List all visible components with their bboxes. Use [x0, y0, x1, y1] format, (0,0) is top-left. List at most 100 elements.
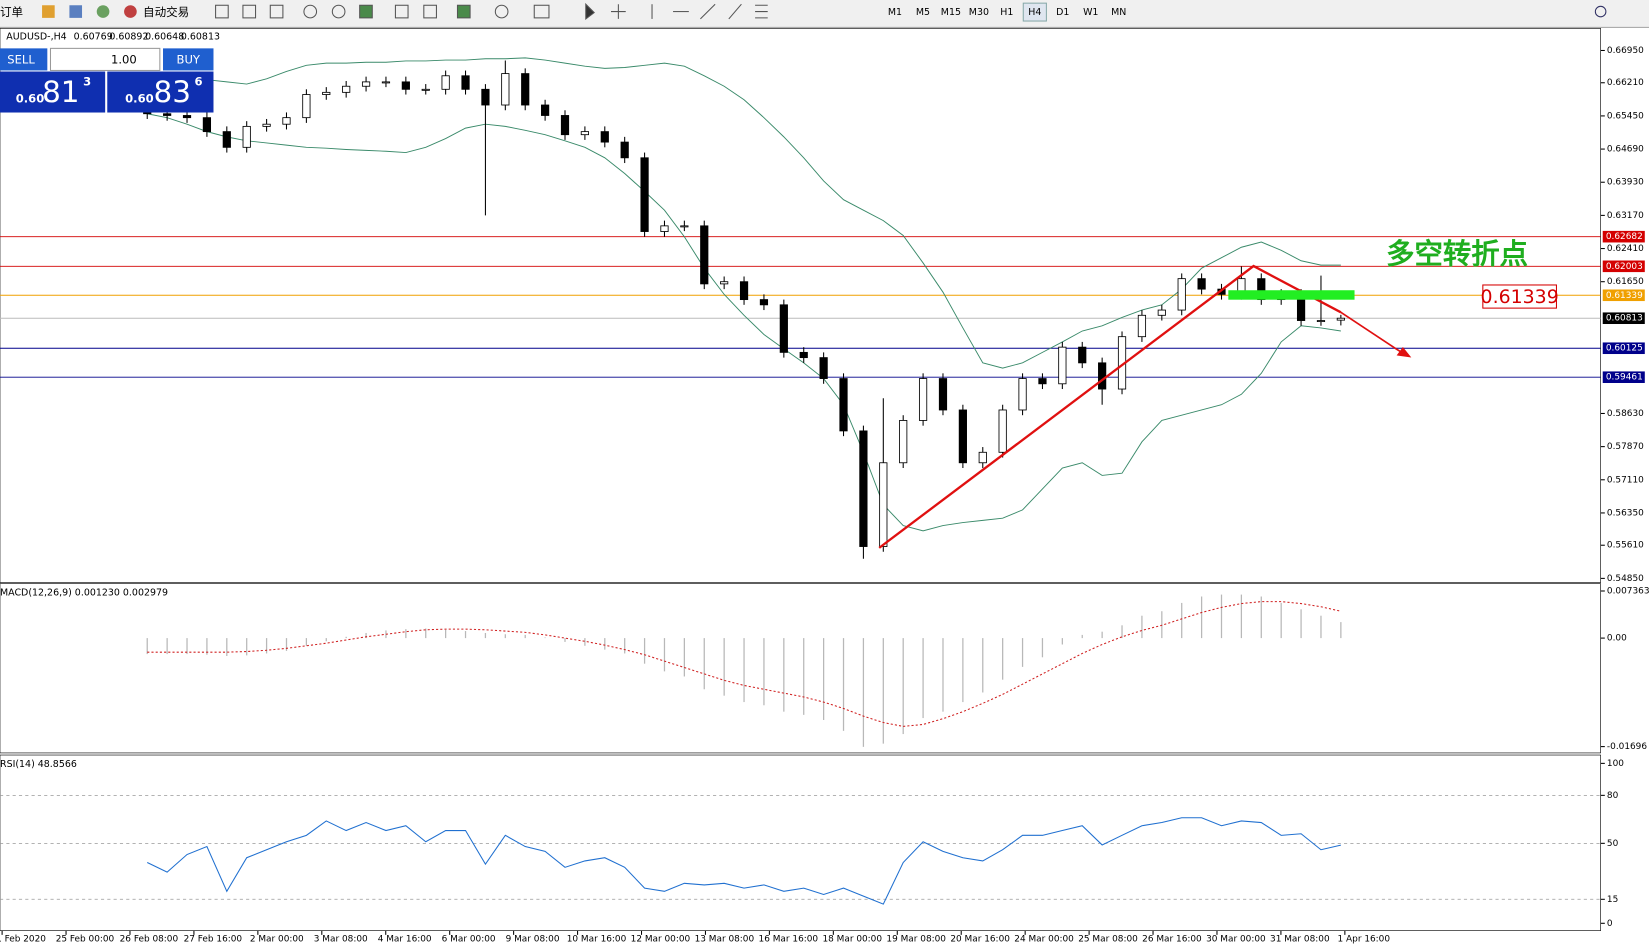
candle-body [441, 75, 450, 90]
time-label: 4 Mar 16:00 [378, 935, 432, 945]
macd-label: MACD(12,26,9) 0.001230 0.002979 [0, 588, 168, 599]
time-label: 19 Mar 08:00 [886, 935, 946, 945]
time-label: 13 Mar 08:00 [695, 935, 755, 945]
level-tag [1602, 342, 1645, 355]
level-label: 0.62003 [1606, 262, 1643, 272]
candle-body [401, 81, 410, 90]
time-label: 16 Mar 16:00 [759, 935, 819, 945]
trendline-tool[interactable] [700, 3, 716, 20]
toolbar [0, 0, 1649, 28]
highlight-zone [1228, 290, 1355, 300]
icon[interactable] [359, 4, 373, 19]
time-label: 9 Mar 08:00 [506, 935, 560, 945]
channel-tool[interactable] [728, 3, 742, 20]
time-label: 20 Mar 16:00 [950, 935, 1010, 945]
toolbar-icons [215, 2, 768, 20]
candle-body [361, 81, 371, 87]
arrow-head [1396, 347, 1412, 358]
candle-body [978, 451, 987, 464]
candle-body [779, 304, 788, 353]
y-tick-label: 0.55610 [1607, 541, 1644, 551]
icon[interactable] [96, 5, 110, 18]
time-label: 25 Mar 08:00 [1078, 935, 1138, 945]
icon[interactable] [42, 5, 55, 18]
ask-prefix[interactable]: 0.60 [125, 91, 154, 105]
lot-input[interactable] [49, 47, 161, 71]
timeframe-button[interactable]: H1 [1000, 7, 1013, 18]
bid-box[interactable] [0, 71, 106, 113]
y-tick-label: 0.66210 [1607, 78, 1644, 88]
zoom-out[interactable] [331, 4, 346, 19]
candle-body [1157, 309, 1166, 316]
bid-prefix[interactable]: 0.60 [16, 91, 45, 105]
timeframe-button[interactable]: M1 [888, 7, 902, 18]
icon[interactable] [394, 4, 409, 19]
rsi-label: RSI(14) 48.8566 [0, 759, 77, 770]
candle-body [899, 420, 908, 464]
candle-body [302, 94, 311, 119]
candle-body [481, 88, 490, 106]
y-tick-label: 0.00 [1607, 634, 1627, 644]
time-label: 10 Mar 16:00 [567, 935, 627, 945]
icon[interactable] [215, 4, 229, 19]
rsi-chart: 100 80 50 15 0 [0, 759, 1624, 929]
icon[interactable] [456, 4, 471, 19]
candle-body [1316, 320, 1326, 323]
candle-body [381, 81, 391, 84]
timeframe-active[interactable] [1022, 2, 1047, 22]
bollinger-lower [147, 113, 1341, 532]
main-panel [0, 28, 1601, 583]
buy-button[interactable] [163, 48, 214, 71]
time-label: 27 Feb 16:00 [184, 935, 243, 945]
candle-body [421, 88, 430, 91]
candle-body [1137, 314, 1147, 338]
time-label: 30 Mar 00:00 [1206, 935, 1266, 945]
level-tag [1602, 312, 1645, 325]
timeframe-button[interactable]: H4 [1028, 7, 1041, 18]
timeframe-button[interactable]: W1 [1083, 7, 1098, 18]
ask-box[interactable] [107, 71, 214, 113]
annotation-price: 0.61339 [1481, 286, 1559, 308]
icon[interactable] [69, 5, 83, 18]
lot-value[interactable]: 1.00 [111, 52, 137, 66]
search[interactable] [1594, 5, 1607, 18]
icon[interactable] [533, 4, 550, 19]
timeframe-button[interactable]: M30 [969, 7, 989, 18]
crosshair-tool[interactable] [611, 4, 626, 19]
ask-big[interactable]: 83 [154, 75, 191, 109]
orders-button[interactable]: 订单 [0, 5, 23, 19]
auto-trading-button[interactable]: 自动交易 [143, 5, 189, 19]
buy-label[interactable]: BUY [177, 52, 201, 66]
candle-body [560, 115, 570, 136]
time-label: 26 Mar 16:00 [1142, 935, 1202, 945]
auto-trading-icon[interactable] [124, 5, 137, 18]
sell-button[interactable] [0, 48, 48, 71]
icon[interactable] [269, 4, 284, 19]
candle-body [1018, 378, 1027, 411]
timeframe-button[interactable]: D1 [1056, 7, 1069, 18]
bid-small[interactable]: 3 [83, 75, 91, 89]
icon[interactable] [242, 4, 257, 19]
zoom-in[interactable] [303, 4, 318, 19]
y-tick-label: 0.66950 [1607, 46, 1644, 56]
icon[interactable] [494, 4, 509, 19]
level-tag [1602, 289, 1645, 302]
icon[interactable] [423, 4, 437, 19]
timeframe-bar: M1 M5 M15 M30 H1 H4 D1 W1 MN [888, 2, 1126, 22]
bid-big[interactable]: 81 [42, 75, 79, 109]
candle-body [958, 409, 967, 464]
macd-chart: 0.007363 0.00 -0.01696 [146, 586, 1649, 752]
candle-body [739, 281, 749, 301]
timeframe-button[interactable]: MN [1111, 7, 1126, 18]
y-tick-label: 0.62410 [1607, 244, 1644, 254]
fibo-tool[interactable] [755, 4, 768, 19]
level-tag [1602, 371, 1645, 383]
ask-small[interactable]: 6 [195, 75, 203, 89]
cursor-tool[interactable] [585, 2, 595, 20]
time-label: 6 Mar 00:00 [442, 935, 496, 945]
timeframe-button[interactable]: M15 [941, 7, 961, 18]
sell-label[interactable]: SELL [7, 52, 35, 66]
candle-body [322, 91, 331, 95]
timeframe-button[interactable]: M5 [916, 7, 930, 18]
